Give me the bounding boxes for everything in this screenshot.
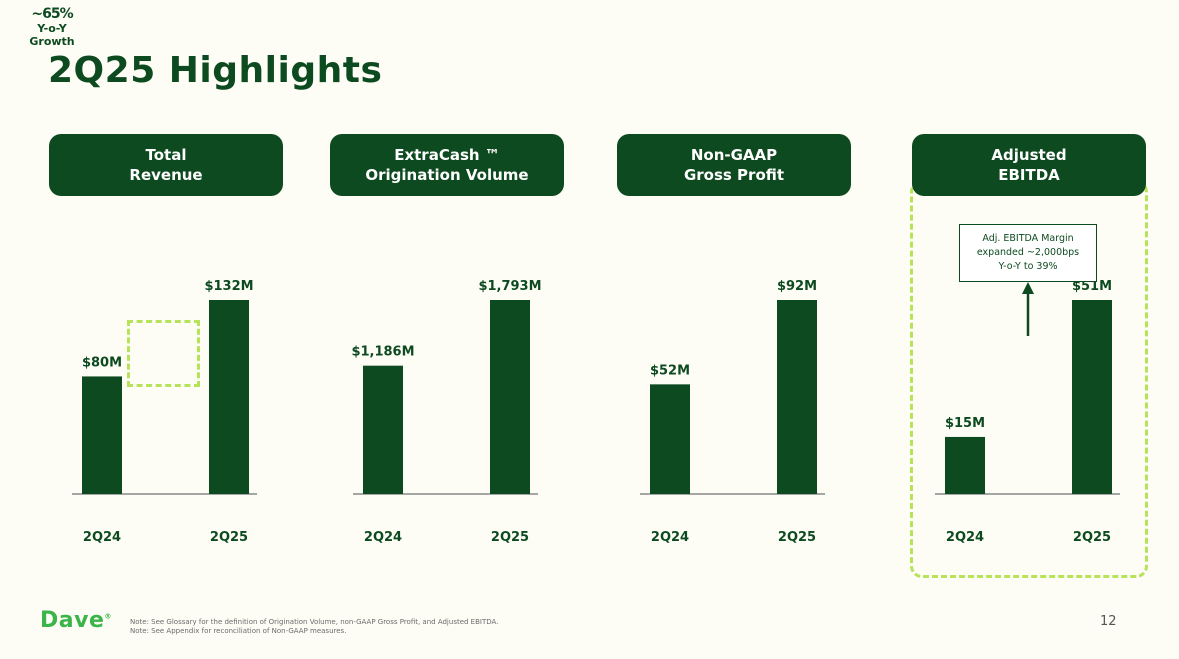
panel-header-adjusted-ebitda: Adjusted EBITDA: [912, 134, 1146, 196]
bar-2q25: [777, 300, 817, 494]
bar-value-label: $1,793M: [478, 279, 541, 294]
panel-title-line-1: Non-GAAP: [690, 146, 778, 164]
page-title: 2Q25 Highlights: [48, 50, 383, 91]
x-tick-label: 2Q24: [651, 530, 689, 545]
footnotes: Note: See Glossary for the definition of…: [130, 618, 498, 636]
bar-2q25: [1072, 300, 1112, 494]
bar-value-label: $80M: [82, 355, 122, 370]
panel-header-gross-profit: Non-GAAP Gross Profit: [617, 134, 851, 196]
panel-header-total-revenue: Total Revenue: [49, 134, 283, 196]
bar-value-label: $1,186M: [351, 345, 414, 360]
bar-2q25: [209, 300, 249, 494]
revenue-growth-placeholder: [127, 320, 200, 387]
bar-value-label: $132M: [204, 279, 253, 294]
panel-title-line-2: Revenue: [129, 166, 203, 184]
panel-header-extracash: ExtraCash ™ Origination Volume: [330, 134, 564, 196]
panel-gross-profit: Non-GAAP Gross Profit $52M 2Q24 $92M 2Q25: [617, 134, 851, 574]
x-tick-label: 2Q25: [210, 530, 248, 545]
growth-line-1: Y-o-Y: [37, 22, 67, 35]
chart-extracash-origination: $1,186M 2Q24 $1,793M 2Q25: [351, 279, 541, 545]
x-tick-label: 2Q25: [778, 530, 816, 545]
bar-2q24: [945, 436, 985, 494]
x-tick-label: 2Q24: [364, 530, 402, 545]
chart-gross-profit: $52M 2Q24 $92M 2Q25: [640, 279, 825, 545]
x-tick-label: 2Q24: [946, 530, 984, 545]
panel-total-revenue: Total Revenue $80M 2Q24 $132M 2Q25: [49, 134, 283, 574]
callout-line-3: Y-o-Y to 39%: [998, 261, 1058, 272]
up-arrow-icon: [1022, 282, 1034, 336]
bar-value-label: $15M: [945, 416, 985, 431]
page-number: 12: [1100, 614, 1117, 629]
panel-title-line-1: Total: [145, 146, 187, 164]
bar-value-label: $92M: [777, 279, 817, 294]
footnote-2: Note: See Appendix for reconciliation of…: [130, 627, 347, 635]
panel-title-line-1: ExtraCash ™: [394, 146, 500, 164]
panel-title-line-2: Origination Volume: [365, 166, 529, 184]
callout-line-1: Adj. EBITDA Margin: [982, 233, 1074, 244]
ebitda-margin-callout: Adj. EBITDA Margin expanded ~2,000bps Y-…: [959, 224, 1097, 282]
bar-2q25: [490, 300, 530, 494]
footnote-1: Note: See Glossary for the definition of…: [130, 618, 499, 626]
dave-logo: Dave®: [40, 608, 112, 633]
panel-adjusted-ebitda: Adjusted EBITDA $15M 2Q24 $51M 2Q25: [912, 134, 1146, 574]
callout-line-2: expanded ~2,000bps: [976, 247, 1080, 258]
bar-value-label: $52M: [650, 363, 690, 378]
growth-line-2: Growth: [29, 35, 75, 48]
panel-title-line-2: Gross Profit: [683, 166, 785, 184]
bar-2q24: [650, 384, 690, 494]
x-tick-label: 2Q25: [1073, 530, 1111, 545]
growth-percent: ~65%: [31, 6, 73, 22]
x-tick-label: 2Q25: [491, 530, 529, 545]
bar-value-label: $51M: [1072, 279, 1112, 294]
bar-2q24: [363, 365, 403, 494]
panel-extracash-origination: ExtraCash ™ Origination Volume $1,186M 2Q…: [330, 134, 564, 574]
panel-title-line-1: Adjusted: [991, 146, 1067, 164]
chart-adjusted-ebitda: $15M 2Q24 $51M 2Q25: [935, 279, 1120, 545]
bar-2q24: [82, 376, 122, 494]
yoy-growth-tag: ~65% Y-o-Y Growth: [22, 6, 82, 48]
panel-title-line-2: EBITDA: [998, 166, 1060, 184]
x-tick-label: 2Q24: [83, 530, 121, 545]
chart-total-revenue: $80M 2Q24 $132M 2Q25: [72, 279, 257, 545]
